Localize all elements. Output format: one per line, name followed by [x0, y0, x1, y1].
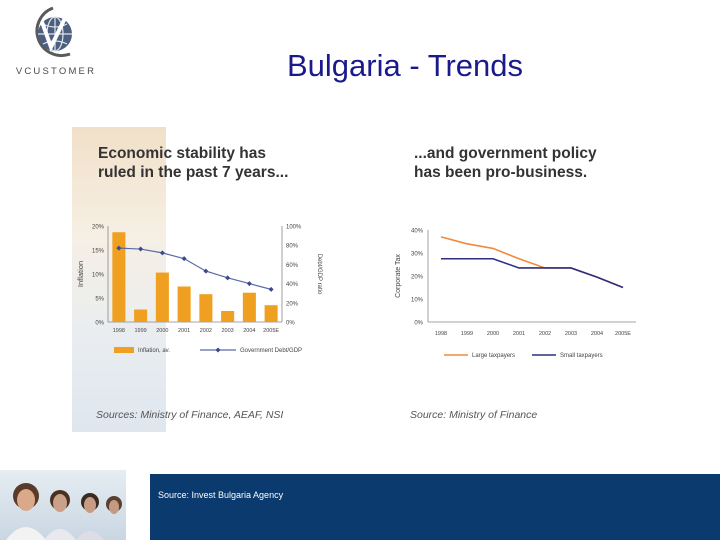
legend-marker-debt: [215, 347, 221, 353]
debt-gdp-point: [138, 246, 144, 252]
right-panel-heading: ...and government policy has been pro-bu…: [414, 144, 597, 182]
x-tick-label: 2001: [513, 331, 525, 337]
x-tick-label: 1999: [135, 328, 147, 334]
legend-label-inflation: Inflation, av.: [138, 348, 170, 354]
legend-label-debt: Government Debt/GDP: [240, 348, 302, 354]
legend-label-large: Large taxpayers: [472, 353, 515, 359]
globe-icon: [35, 6, 72, 58]
right-y-tick-label: 100%: [286, 225, 302, 231]
slide-title: Bulgaria - Trends: [286, 48, 524, 83]
inflation-bar: [221, 310, 235, 322]
y-tick-label: 0%: [95, 321, 104, 327]
y-tick-label: 10%: [92, 273, 105, 279]
right-y-tick-label: 40%: [286, 282, 299, 288]
large-taxpayers-line: [440, 236, 624, 289]
x-tick-label: 1998: [435, 331, 447, 337]
corporate-tax-chart: 0% 10% 20% 30% 40% Corporate Tax 1998 1999 2000 2…: [395, 229, 636, 359]
right-y-tick-label: 20%: [286, 301, 299, 307]
right-heading-line2: has been pro-business.: [414, 164, 588, 181]
left-heading-line2: ruled in the past 7 years...: [98, 164, 289, 181]
x-tick-label: 2004: [243, 328, 255, 334]
inflation-bar: [242, 292, 256, 322]
y-tick-label: 30%: [411, 252, 424, 258]
y-axis-label: Corporate Tax: [395, 254, 402, 298]
debt-gdp-point: [181, 256, 187, 262]
x-tick-label: 2003: [565, 331, 577, 337]
inflation-debt-chart: 0% 5% 10% 15% 20% 0% 20% 40% 60% 80% 100% Inflation…: [76, 225, 322, 355]
x-tick-label: 2004: [591, 331, 603, 337]
left-panel-source: Sources: Ministry of Finance, AEAF, NSI: [96, 409, 284, 421]
legend-label-small: Small taxpayers: [560, 353, 603, 359]
legend-swatch-inflation: [114, 347, 134, 353]
right-y-tick-label: 60%: [286, 263, 299, 269]
x-tick-label: 2005E: [615, 331, 631, 337]
inflation-bar: [134, 309, 148, 322]
right-y-tick-label: 0%: [286, 321, 295, 327]
y-tick-label: 10%: [411, 298, 424, 304]
right-y-tick-label: 80%: [286, 244, 299, 250]
y-axis-label: Inflation: [76, 261, 85, 287]
y-tick-label: 40%: [411, 229, 424, 235]
inflation-bar: [177, 286, 191, 322]
x-tick-label: 2002: [539, 331, 551, 337]
inflation-bar: [155, 272, 169, 322]
debt-gdp-point: [246, 281, 252, 287]
vcustomer-logo: VCUSTOMER: [4, 4, 104, 78]
debt-gdp-point: [225, 275, 231, 281]
y-tick-label: 0%: [414, 321, 423, 327]
debt-gdp-point: [116, 245, 122, 251]
x-tick-label: 2003: [222, 328, 234, 334]
debt-gdp-point: [159, 250, 165, 256]
small-taxpayers-line: [441, 257, 624, 289]
left-panel-heading: Economic stability has ruled in the past…: [98, 144, 288, 182]
footer-divider: [126, 474, 150, 540]
x-tick-label: 1999: [461, 331, 473, 337]
inflation-bar: [264, 305, 278, 322]
x-tick-label: 2002: [200, 328, 212, 334]
call-center-photo: [0, 470, 126, 540]
y-tick-label: 15%: [92, 249, 105, 255]
inflation-bar: [112, 232, 126, 322]
footer-source: Source: Invest Bulgaria Agency: [158, 490, 284, 500]
x-tick-label: 2000: [487, 331, 499, 337]
x-tick-label: 1998: [113, 328, 125, 334]
y-tick-label: 20%: [411, 275, 424, 281]
x-tick-label: 2001: [178, 328, 190, 334]
right-y-axis-label: Debt/GDP ratio: [316, 254, 322, 295]
debt-gdp-point: [203, 268, 209, 274]
debt-gdp-point: [268, 286, 274, 292]
x-tick-label: 2000: [156, 328, 168, 334]
y-tick-label: 20%: [92, 225, 105, 231]
y-tick-label: 5%: [95, 297, 104, 303]
left-heading-line1: Economic stability has: [98, 145, 266, 162]
logo-text: VCUSTOMER: [15, 66, 97, 77]
debt-gdp-line: [118, 247, 272, 290]
right-heading-line1: ...and government policy: [414, 145, 597, 162]
right-panel-source: Source: Ministry of Finance: [410, 409, 538, 421]
x-tick-label: 2005E: [263, 328, 279, 334]
inflation-bar: [199, 294, 213, 322]
